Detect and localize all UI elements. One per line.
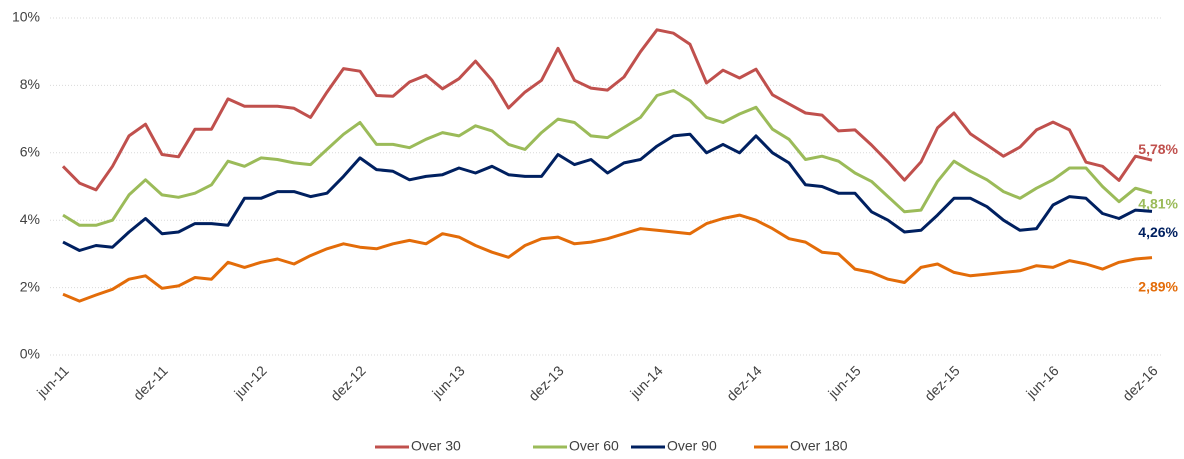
value-label: 5,78% [1138, 141, 1178, 157]
series-line [61, 28, 1153, 192]
series-line [62, 213, 1153, 303]
y-tick-label: 4% [20, 211, 40, 227]
y-tick-label: 0% [20, 346, 40, 362]
x-tick-label: jun-15 [824, 362, 864, 402]
x-tick-label: dez-12 [327, 362, 369, 404]
x-tick-label: dez-16 [1119, 362, 1161, 404]
y-tick-label: 2% [20, 278, 40, 294]
series-line [62, 89, 1153, 227]
x-tick-label: jun-13 [428, 362, 468, 402]
x-tick-label: dez-15 [921, 362, 963, 404]
legend-label: Over 30 [411, 438, 461, 454]
x-tick-label: dez-11 [130, 362, 171, 403]
value-label: 4,81% [1138, 196, 1178, 212]
y-tick-label: 6% [20, 144, 40, 160]
series-line [62, 132, 1153, 252]
value-label: 4,26% [1138, 224, 1178, 240]
x-tick-label: jun-16 [1022, 362, 1062, 402]
y-tick-label: 10% [12, 9, 40, 25]
x-tick-label: jun-12 [230, 362, 270, 402]
x-tick-label: jun-14 [626, 362, 666, 402]
y-tick-label: 8% [20, 76, 40, 92]
x-tick-label: dez-14 [723, 362, 765, 404]
legend-label: Over 60 [569, 438, 619, 454]
x-tick-label: jun-11 [33, 362, 72, 401]
legend-label: Over 90 [667, 438, 717, 454]
value-label: 2,89% [1138, 278, 1178, 294]
x-tick-label: dez-13 [525, 362, 567, 404]
legend-label: Over 180 [790, 438, 848, 454]
